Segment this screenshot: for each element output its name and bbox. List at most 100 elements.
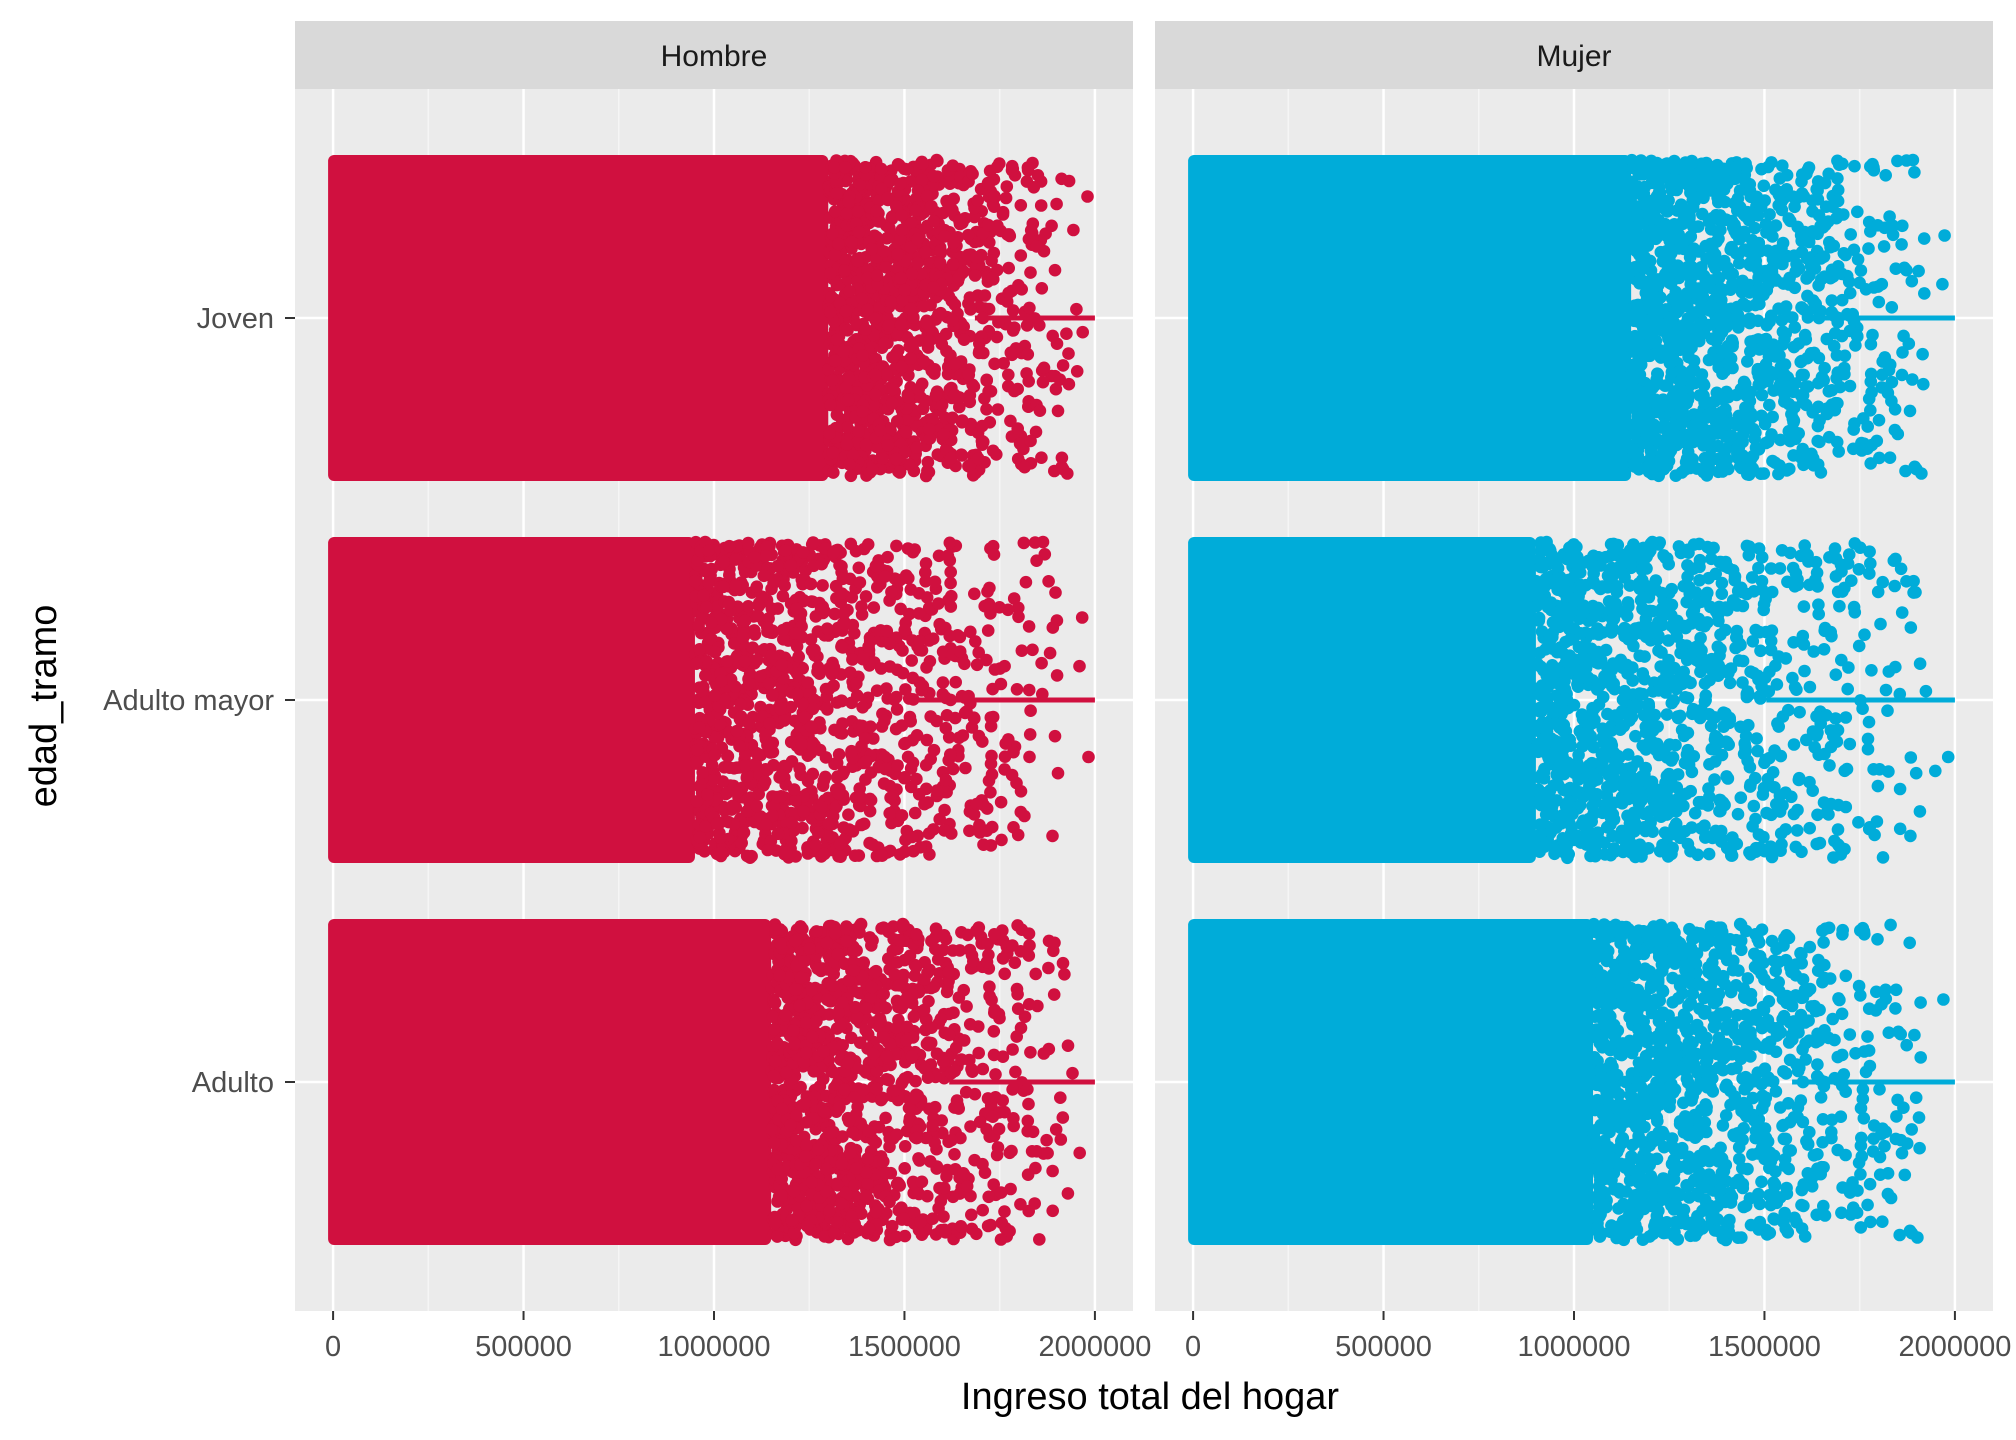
data-point — [1800, 272, 1813, 285]
data-point — [1036, 375, 1050, 389]
data-point — [800, 1199, 813, 1213]
data-point — [1710, 386, 1724, 400]
data-point — [846, 1126, 859, 1139]
data-point — [699, 669, 712, 682]
data-point — [805, 983, 818, 997]
data-point — [980, 955, 994, 969]
data-point — [1875, 368, 1889, 382]
data-point — [877, 987, 890, 1001]
data-point — [925, 199, 938, 213]
data-point — [904, 352, 917, 365]
data-point — [862, 1125, 876, 1138]
data-point — [730, 724, 744, 738]
data-point — [710, 817, 724, 830]
data-point — [976, 1203, 989, 1217]
data-point — [975, 419, 989, 433]
data-point — [970, 1227, 983, 1241]
data-point — [851, 254, 864, 268]
data-point — [919, 557, 933, 570]
data-point — [1819, 200, 1833, 213]
data-point — [998, 967, 1011, 981]
data-point — [891, 1176, 905, 1190]
data-point — [949, 1041, 963, 1054]
data-point — [779, 544, 792, 557]
data-point — [850, 689, 864, 702]
data-point — [883, 1195, 896, 1209]
data-point — [1851, 205, 1864, 219]
data-point — [973, 1115, 987, 1129]
data-point — [911, 184, 925, 197]
data-point — [841, 324, 854, 337]
data-point — [830, 333, 844, 346]
data-point — [896, 666, 910, 680]
data-point — [978, 289, 992, 302]
data-point — [766, 1010, 780, 1023]
data-point — [1738, 225, 1751, 239]
data-point — [946, 314, 959, 327]
data-point — [883, 1233, 897, 1247]
data-point — [824, 398, 837, 412]
data-point — [914, 1215, 927, 1229]
data-point — [985, 749, 998, 763]
data-point — [968, 269, 982, 282]
data-point — [833, 1019, 847, 1033]
data-point — [907, 844, 920, 858]
data-point — [970, 924, 983, 938]
data-point — [1075, 611, 1089, 624]
data-point — [1721, 263, 1734, 277]
data-point — [994, 1186, 1008, 1199]
x-tick-label: 1500000 — [848, 1331, 961, 1363]
data-point — [916, 157, 929, 170]
data-point — [785, 1214, 799, 1227]
data-point — [805, 1176, 818, 1189]
data-point — [1688, 191, 1702, 205]
data-point — [807, 1065, 821, 1078]
data-point — [796, 546, 810, 559]
data-point — [885, 396, 899, 410]
data-point — [926, 412, 940, 426]
data-point — [921, 455, 935, 469]
data-point — [1877, 240, 1891, 253]
data-point — [963, 395, 977, 409]
data-point — [859, 438, 873, 452]
data-point — [898, 1140, 912, 1153]
data-point — [957, 265, 971, 278]
data-point — [798, 955, 811, 968]
data-point — [1047, 988, 1061, 1001]
data-point — [1795, 187, 1809, 200]
data-point — [801, 1219, 814, 1233]
data-point — [1010, 776, 1023, 790]
data-point — [944, 576, 957, 590]
data-point — [1021, 1168, 1035, 1181]
data-point — [933, 256, 947, 270]
data-point — [811, 962, 824, 975]
data-point — [770, 1036, 784, 1050]
data-point — [900, 991, 914, 1004]
data-point — [895, 360, 909, 374]
data-point — [852, 425, 865, 438]
data-point — [842, 393, 855, 407]
data-point — [879, 261, 893, 274]
data-point — [1058, 968, 1071, 981]
data-point — [804, 720, 818, 733]
data-point — [868, 312, 882, 325]
data-point — [837, 821, 850, 834]
data-point — [1022, 620, 1036, 633]
data-point — [828, 723, 841, 737]
data-point — [933, 332, 946, 346]
data-point — [793, 999, 806, 1013]
data-point — [1006, 304, 1020, 317]
data-point — [895, 223, 909, 237]
data-point — [931, 154, 944, 168]
data-point — [1000, 180, 1014, 193]
data-point — [774, 702, 788, 716]
data-point — [1633, 274, 1646, 287]
data-point — [759, 818, 773, 831]
data-point — [757, 569, 771, 583]
data-point — [1054, 1091, 1067, 1104]
data-point — [947, 236, 960, 250]
data-point — [1062, 347, 1075, 360]
data-point — [1002, 733, 1015, 746]
data-point — [919, 758, 933, 772]
